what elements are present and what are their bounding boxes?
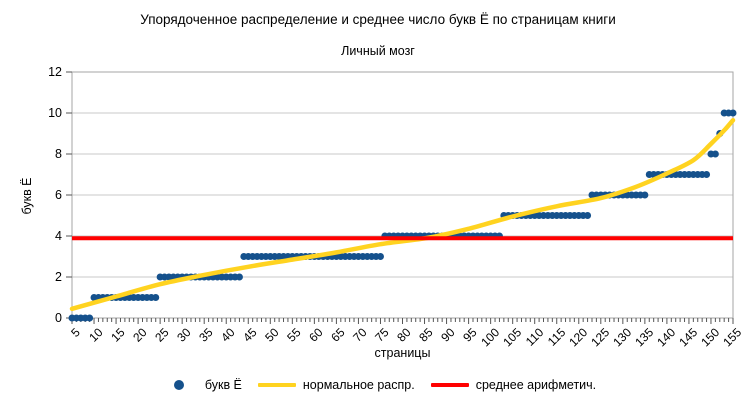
x-axis-title: страницы — [374, 346, 431, 360]
y-tick-label: 12 — [48, 65, 62, 79]
y-tick-label: 10 — [48, 106, 62, 120]
data-point — [86, 314, 94, 322]
data-point — [641, 191, 649, 199]
chart-subtitle: Личный мозг — [341, 44, 415, 58]
y-tick-label: 8 — [55, 147, 62, 161]
normal-curve — [69, 117, 736, 312]
legend-label: нормальное распр. — [302, 378, 415, 392]
legend-item-dots: букв Ё — [160, 377, 242, 393]
data-point — [711, 150, 719, 158]
data-point — [729, 109, 737, 117]
legend-item-mean: среднее арифметич. — [430, 377, 597, 393]
scatter-dot-icon — [160, 377, 198, 393]
y-axis-title: букв Ё — [20, 177, 34, 215]
legend-label: среднее арифметич. — [475, 378, 597, 392]
y-tick-label: 6 — [55, 188, 62, 202]
legend-label: букв Ё — [204, 378, 242, 392]
legend-item-normal: нормальное распр. — [257, 377, 415, 393]
legend: букв Ё нормальное распр. среднее арифмет… — [0, 377, 756, 393]
data-point — [376, 253, 384, 260]
data-point — [235, 273, 243, 281]
data-point — [152, 294, 160, 301]
line-swatch-icon — [430, 377, 469, 393]
chart-title: Упорядоченное распределение и среднее чи… — [140, 12, 616, 27]
series-dots — [68, 109, 737, 322]
y-tick-label: 2 — [55, 270, 62, 284]
line-swatch-icon — [257, 377, 296, 393]
y-tick-label: 0 — [55, 311, 62, 325]
y-tick-label: 4 — [55, 229, 62, 243]
data-point — [703, 171, 711, 178]
data-point — [584, 212, 592, 219]
